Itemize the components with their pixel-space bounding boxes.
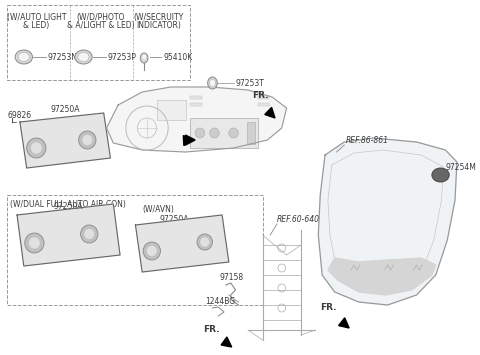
Bar xyxy=(187,237,195,244)
Text: 69826: 69826 xyxy=(7,110,32,120)
Text: (W/SECRUITY: (W/SECRUITY xyxy=(133,13,184,22)
Ellipse shape xyxy=(18,53,29,61)
Ellipse shape xyxy=(75,50,92,64)
Bar xyxy=(74,135,82,142)
Circle shape xyxy=(30,238,39,248)
Bar xyxy=(7,5,190,80)
Text: 97253P: 97253P xyxy=(108,53,136,61)
Text: (W/D/PHOTO: (W/D/PHOTO xyxy=(77,13,125,22)
Circle shape xyxy=(197,234,213,250)
Bar xyxy=(51,228,59,235)
Bar xyxy=(166,237,174,244)
Bar xyxy=(49,222,80,227)
Text: & LED): & LED) xyxy=(23,21,49,30)
Ellipse shape xyxy=(15,50,33,64)
Polygon shape xyxy=(107,87,287,152)
Bar xyxy=(258,96,269,99)
Text: 97250A: 97250A xyxy=(159,215,189,224)
Bar xyxy=(258,103,269,106)
Circle shape xyxy=(147,246,156,256)
Bar xyxy=(177,237,184,244)
Ellipse shape xyxy=(140,53,148,63)
Circle shape xyxy=(83,136,92,144)
Text: FR.: FR. xyxy=(252,92,268,100)
Bar xyxy=(156,100,185,120)
Bar xyxy=(63,146,71,153)
Polygon shape xyxy=(185,135,195,145)
Text: 97158: 97158 xyxy=(219,273,243,283)
Bar xyxy=(72,228,80,235)
Polygon shape xyxy=(265,108,275,118)
Ellipse shape xyxy=(432,168,449,182)
Bar xyxy=(164,232,195,236)
Polygon shape xyxy=(183,136,193,146)
Circle shape xyxy=(27,138,46,158)
Text: (W/AUTO LIGHT: (W/AUTO LIGHT xyxy=(7,13,66,22)
Circle shape xyxy=(79,131,96,149)
Text: 97253T: 97253T xyxy=(236,78,264,87)
Text: REF.60-640: REF.60-640 xyxy=(277,215,320,224)
Polygon shape xyxy=(338,318,349,328)
Ellipse shape xyxy=(78,53,89,61)
Text: FR.: FR. xyxy=(320,304,337,312)
Circle shape xyxy=(25,233,44,253)
Bar xyxy=(51,130,82,135)
Text: 97250A: 97250A xyxy=(53,202,83,211)
Bar xyxy=(190,96,202,99)
Polygon shape xyxy=(318,138,457,305)
Text: INDICATOR): INDICATOR) xyxy=(136,21,181,30)
Text: 97254M: 97254M xyxy=(445,164,476,173)
Ellipse shape xyxy=(209,79,216,87)
Circle shape xyxy=(195,128,205,138)
Bar xyxy=(63,135,71,142)
Bar xyxy=(247,122,255,144)
Text: 97250A: 97250A xyxy=(50,104,80,114)
Polygon shape xyxy=(17,204,120,266)
Text: 1244BG: 1244BG xyxy=(205,297,235,306)
Bar xyxy=(74,146,82,153)
Text: (W/AVN): (W/AVN) xyxy=(142,205,174,214)
Bar xyxy=(61,228,69,235)
Ellipse shape xyxy=(208,77,217,89)
Polygon shape xyxy=(20,113,110,168)
Bar xyxy=(7,195,263,305)
Circle shape xyxy=(32,143,41,153)
Circle shape xyxy=(143,242,160,260)
Polygon shape xyxy=(221,337,232,347)
Circle shape xyxy=(210,128,219,138)
Text: FR.: FR. xyxy=(203,326,219,334)
Polygon shape xyxy=(328,258,436,295)
Text: REF.86-861: REF.86-861 xyxy=(346,136,389,145)
Text: 97253N: 97253N xyxy=(48,53,78,61)
Bar xyxy=(72,239,80,246)
Bar xyxy=(61,239,69,246)
Bar xyxy=(51,239,59,246)
Circle shape xyxy=(229,128,239,138)
Text: & A/LIGHT & LED): & A/LIGHT & LED) xyxy=(67,21,134,30)
Ellipse shape xyxy=(142,55,146,60)
Circle shape xyxy=(85,229,94,239)
Text: (W/DUAL FULL AUTO AIR CON): (W/DUAL FULL AUTO AIR CON) xyxy=(11,200,126,209)
Polygon shape xyxy=(135,215,229,272)
Bar xyxy=(190,103,202,106)
Circle shape xyxy=(201,238,209,246)
Bar xyxy=(190,118,258,148)
Circle shape xyxy=(81,225,98,243)
Text: 95410K: 95410K xyxy=(163,53,192,61)
Bar xyxy=(53,135,60,142)
Bar xyxy=(53,146,60,153)
